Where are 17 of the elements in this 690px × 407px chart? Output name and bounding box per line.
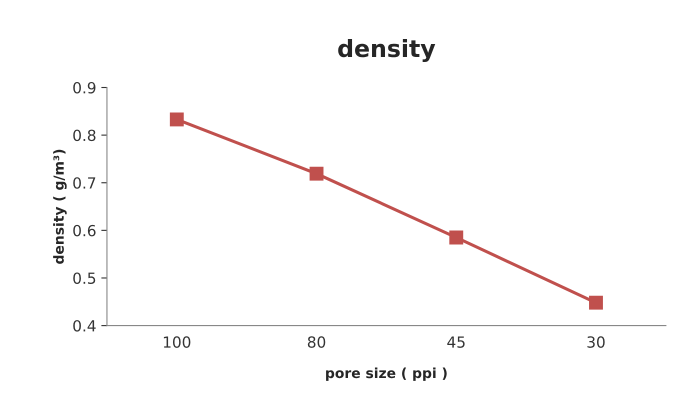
point <box>589 296 603 310</box>
point <box>310 166 324 181</box>
y-tick-label: 0.4 <box>73 320 96 332</box>
y-tick-label: 0.5 <box>73 272 96 284</box>
x-tick-label: 80 <box>308 336 326 348</box>
y-axis-title: density ( g/m³) <box>53 150 67 264</box>
x-tick-label: 30 <box>587 336 605 348</box>
point <box>170 112 184 126</box>
chart-title: density <box>338 39 436 62</box>
x-tick-label: 45 <box>447 336 465 348</box>
y-tick-label: 0.8 <box>73 130 96 142</box>
y-tick-label: 0.6 <box>73 224 96 236</box>
point <box>449 230 464 244</box>
x-tick-label: 100 <box>164 336 190 348</box>
y-tick-label: 0.7 <box>73 177 96 189</box>
x-axis-title: pore size ( ppi ) <box>326 367 447 381</box>
y-tick-label: 0.9 <box>73 82 96 94</box>
